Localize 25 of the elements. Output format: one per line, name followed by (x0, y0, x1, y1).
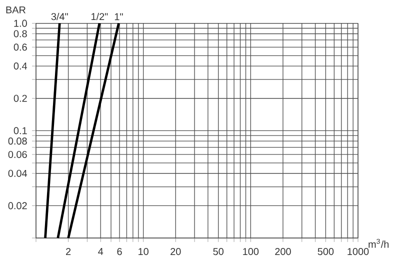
x-axis-title: m$^{3}$/h (368, 238, 389, 248)
y-tick-label: 1.0 (14, 20, 27, 27)
y-tick-label: 0.1 (14, 127, 27, 134)
series-label: 3/4" (51, 12, 68, 20)
x-tick-label: 500 (318, 248, 334, 256)
y-tick-label: 0.6 (14, 44, 27, 51)
y-tick-label: 0.4 (14, 62, 28, 70)
y-tick-label: 0.8 (14, 30, 27, 38)
x-tick-label: 200 (275, 248, 291, 256)
x-tick-label: 2 (66, 248, 71, 255)
x-tick-label: 6 (117, 248, 122, 256)
x-tick-label: 4 (98, 248, 104, 255)
y-tick-label: 0.06 (8, 150, 27, 158)
y-tick-label: 0.2 (14, 94, 27, 102)
y-tick-label: 0.04 (8, 170, 28, 177)
y-tick-label: 0.02 (8, 202, 27, 210)
x-tick-label: 20 (170, 248, 181, 256)
y-axis-title: BAR (6, 6, 26, 14)
x-tick-label: 50 (213, 248, 224, 256)
series-label: 1" (114, 13, 123, 20)
x-tick-label: 1000 (348, 248, 369, 256)
x-tick-label: 100 (243, 248, 259, 256)
y-tick-label: 0.08 (8, 138, 27, 145)
series-label: 1/2" (91, 12, 108, 20)
x-tick-label: 10 (138, 248, 148, 256)
